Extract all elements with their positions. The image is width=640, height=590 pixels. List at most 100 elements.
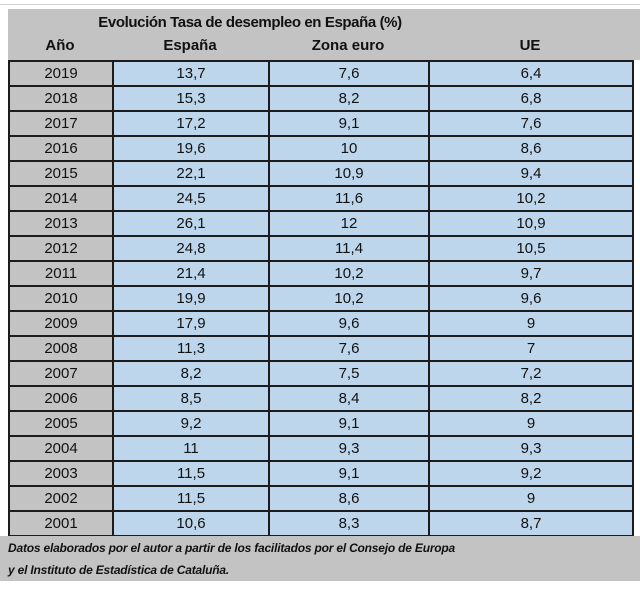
value-cell-ue: 9,3 [428, 435, 634, 462]
value-cell-zona-euro: 11,4 [268, 235, 430, 262]
source-note: Datos elaborados por el autor a partir d… [0, 536, 640, 581]
year-cell: 2004 [8, 435, 114, 462]
value-cell-ue: 6,4 [428, 60, 634, 87]
value-cell-zona-euro: 8,6 [268, 485, 430, 512]
source-note-line1: Datos elaborados por el autor a partir d… [8, 541, 456, 555]
value-cell-zona-euro: 7,5 [268, 360, 430, 387]
value-cell-espana: 11,5 [112, 485, 270, 512]
value-cell-ue: 7 [428, 335, 634, 362]
table-row: 2005 9,2 9,1 9 [8, 410, 634, 437]
value-cell-zona-euro: 11,6 [268, 185, 430, 212]
year-cell: 2007 [8, 360, 114, 387]
value-cell-ue: 7,2 [428, 360, 634, 387]
year-cell: 2018 [8, 85, 114, 112]
table-row: 2012 24,8 11,4 10,5 [8, 235, 634, 262]
column-header-zona-euro: Zona euro [311, 37, 385, 54]
year-cell: 2001 [8, 510, 114, 537]
table-row: 2002 11,5 8,6 9 [8, 485, 634, 512]
year-cell: 2019 [8, 60, 114, 87]
value-cell-espana: 10,6 [112, 510, 270, 537]
value-cell-espana: 13,7 [112, 60, 270, 87]
value-cell-espana: 11 [112, 435, 270, 462]
column-headers: Año España Zona euro UE [8, 35, 632, 57]
year-cell: 2003 [8, 460, 114, 487]
year-cell: 2005 [8, 410, 114, 437]
table-row: 2011 21,4 10,2 9,7 [8, 260, 634, 287]
year-cell: 2011 [8, 260, 114, 287]
table-row: 2017 17,2 9,1 7,6 [8, 110, 634, 137]
value-cell-zona-euro: 10,2 [268, 285, 430, 312]
value-cell-ue: 8,2 [428, 385, 634, 412]
value-cell-espana: 24,8 [112, 235, 270, 262]
table-row: 2004 11 9,3 9,3 [8, 435, 634, 462]
value-cell-ue: 8,6 [428, 135, 634, 162]
table-row: 2003 11,5 9,1 9,2 [8, 460, 634, 487]
value-cell-espana: 17,9 [112, 310, 270, 337]
top-hairline [0, 4, 640, 5]
value-cell-espana: 26,1 [112, 210, 270, 237]
table-row: 2008 11,3 7,6 7 [8, 335, 634, 362]
table-row: 2016 19,6 10 8,6 [8, 135, 634, 162]
value-cell-ue: 6,8 [428, 85, 634, 112]
year-cell: 2014 [8, 185, 114, 212]
value-cell-zona-euro: 10,9 [268, 160, 430, 187]
source-note-line2: y el Instituto de Estadística de Cataluñ… [8, 563, 229, 577]
value-cell-ue: 10,5 [428, 235, 634, 262]
year-cell: 2008 [8, 335, 114, 362]
value-cell-espana: 8,5 [112, 385, 270, 412]
year-cell: 2015 [8, 160, 114, 187]
value-cell-espana: 24,5 [112, 185, 270, 212]
value-cell-espana: 19,6 [112, 135, 270, 162]
value-cell-espana: 11,5 [112, 460, 270, 487]
table-row: 2007 8,2 7,5 7,2 [8, 360, 634, 387]
value-cell-espana: 8,2 [112, 360, 270, 387]
year-cell: 2009 [8, 310, 114, 337]
table-title: Evolución Tasa de desempleo en España (%… [98, 14, 402, 31]
table-header-panel: Evolución Tasa de desempleo en España (%… [8, 9, 640, 60]
value-cell-zona-euro: 9,6 [268, 310, 430, 337]
value-cell-espana: 19,9 [112, 285, 270, 312]
year-cell: 2006 [8, 385, 114, 412]
unemployment-table-body: 2019 13,7 7,6 6,4 2018 15,3 8,2 6,8 2017… [8, 60, 634, 537]
value-cell-ue: 9,2 [428, 460, 634, 487]
value-cell-zona-euro: 10 [268, 135, 430, 162]
value-cell-zona-euro: 7,6 [268, 335, 430, 362]
year-cell: 2002 [8, 485, 114, 512]
value-cell-espana: 9,2 [112, 410, 270, 437]
table-row: 2001 10,6 8,3 8,7 [8, 510, 634, 537]
value-cell-ue: 10,2 [428, 185, 634, 212]
value-cell-zona-euro: 8,3 [268, 510, 430, 537]
value-cell-espana: 15,3 [112, 85, 270, 112]
table-row: 2010 19,9 10,2 9,6 [8, 285, 634, 312]
unemployment-table: 2019 13,7 7,6 6,4 2018 15,3 8,2 6,8 2017… [8, 60, 634, 537]
value-cell-espana: 11,3 [112, 335, 270, 362]
value-cell-ue: 9,6 [428, 285, 634, 312]
value-cell-zona-euro: 9,1 [268, 410, 430, 437]
table-row: 2015 22,1 10,9 9,4 [8, 160, 634, 187]
year-cell: 2013 [8, 210, 114, 237]
table-row: 2006 8,5 8,4 8,2 [8, 385, 634, 412]
value-cell-ue: 8,7 [428, 510, 634, 537]
value-cell-ue: 10,9 [428, 210, 634, 237]
year-cell: 2016 [8, 135, 114, 162]
value-cell-ue: 9 [428, 310, 634, 337]
value-cell-zona-euro: 10,2 [268, 260, 430, 287]
value-cell-zona-euro: 9,1 [268, 110, 430, 137]
value-cell-ue: 9 [428, 410, 634, 437]
table-row: 2009 17,9 9,6 9 [8, 310, 634, 337]
column-header-ue: UE [519, 37, 541, 54]
value-cell-ue: 9,4 [428, 160, 634, 187]
value-cell-ue: 9 [428, 485, 634, 512]
year-cell: 2012 [8, 235, 114, 262]
value-cell-espana: 17,2 [112, 110, 270, 137]
table-row: 2013 26,1 12 10,9 [8, 210, 634, 237]
value-cell-espana: 22,1 [112, 160, 270, 187]
column-header-espana: España [163, 37, 217, 54]
table-row: 2019 13,7 7,6 6,4 [8, 60, 634, 87]
value-cell-zona-euro: 7,6 [268, 60, 430, 87]
value-cell-zona-euro: 8,4 [268, 385, 430, 412]
value-cell-espana: 21,4 [112, 260, 270, 287]
table-row: 2014 24,5 11,6 10,2 [8, 185, 634, 212]
value-cell-zona-euro: 9,3 [268, 435, 430, 462]
table-row: 2018 15,3 8,2 6,8 [8, 85, 634, 112]
